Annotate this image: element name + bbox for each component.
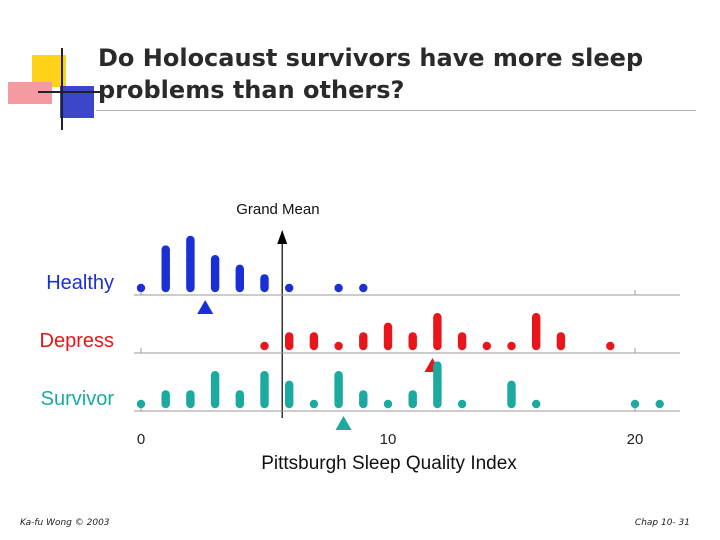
data-dot-survivor [457, 399, 467, 409]
data-stack-survivor [359, 394, 368, 404]
data-stack-depress [383, 326, 393, 346]
data-stack-survivor [260, 375, 269, 404]
title-divider [96, 110, 696, 111]
data-stack-healthy [235, 268, 244, 288]
data-stack-healthy [186, 240, 195, 288]
data-stack-survivor [507, 384, 516, 404]
grand-mean-label: Grand Mean [236, 201, 319, 218]
data-dot-healthy [285, 283, 294, 293]
data-dot-survivor [655, 399, 664, 409]
data-stack-survivor [186, 394, 195, 404]
data-dot-depress [482, 341, 491, 351]
data-stack-depress [532, 317, 541, 346]
footer-credit: Ka-fu Wong © 2003 [20, 518, 110, 528]
data-dot-depress [507, 341, 516, 351]
data-stack-healthy [210, 259, 220, 288]
data-stack-depress [556, 336, 566, 346]
series-label-healthy: Healthy [46, 272, 114, 294]
data-dot-healthy [136, 283, 146, 293]
data-dot-survivor [532, 399, 541, 409]
data-stack-depress [433, 317, 442, 346]
series-label-survivor: Survivor [41, 388, 115, 410]
x-axis-title: Pittsburgh Sleep Quality Index [261, 453, 517, 474]
data-stack-depress [457, 336, 467, 346]
data-dot-survivor [630, 399, 640, 409]
logo-pink-square [8, 82, 52, 104]
slide-title: Do Holocaust survivors have more sleep p… [98, 42, 698, 106]
data-dot-survivor [309, 399, 319, 409]
data-dot-depress [260, 341, 269, 351]
data-stack-depress [408, 336, 417, 346]
footer-page-number: Chap 10- 31 [634, 518, 690, 528]
data-dot-depress [606, 341, 615, 351]
logo-yellow-square [32, 55, 66, 87]
decorative-logo [8, 48, 104, 130]
data-dot-healthy [334, 283, 343, 293]
x-tick-label: 10 [380, 431, 397, 448]
x-tick-label: 0 [137, 431, 145, 448]
data-dot-healthy [359, 283, 368, 293]
data-stack-survivor [433, 365, 442, 404]
data-stack-survivor [210, 375, 220, 404]
data-stack-survivor [235, 394, 244, 404]
title-line-1: Do Holocaust survivors have more sleep [98, 44, 644, 72]
data-stack-depress [359, 336, 368, 346]
data-stack-healthy [161, 249, 170, 288]
mean-marker-survivor [335, 416, 352, 430]
x-tick-label: 20 [627, 431, 644, 448]
title-line-2: problems than others? [98, 76, 405, 104]
data-stack-survivor [408, 394, 417, 404]
data-stack-healthy [260, 278, 269, 288]
data-dot-survivor [383, 399, 393, 409]
data-stack-survivor [285, 384, 294, 404]
data-stack-survivor [334, 375, 343, 404]
mean-marker-healthy [197, 300, 214, 314]
data-stack-depress [309, 336, 319, 346]
series-label-depress: Depress [40, 330, 114, 352]
data-stack-survivor [161, 394, 170, 404]
data-dot-depress [334, 341, 343, 351]
data-stack-depress [285, 336, 294, 346]
data-dot-survivor [136, 399, 146, 409]
grand-mean-arrow [277, 230, 288, 244]
